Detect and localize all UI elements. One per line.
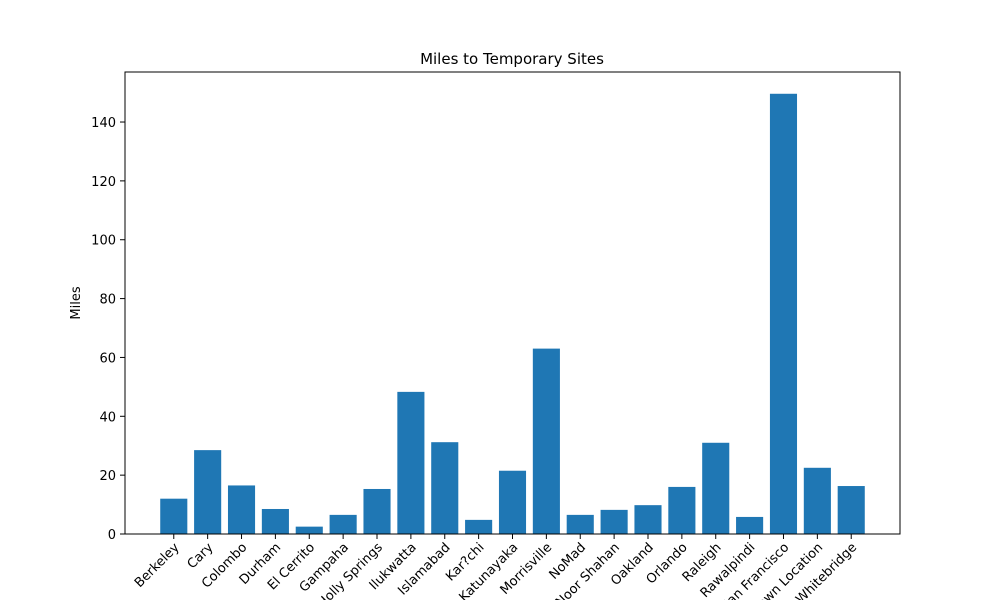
bar: [532, 348, 560, 534]
y-tick-label: 140: [91, 116, 116, 131]
bar: [261, 508, 289, 534]
y-tick-label: 40: [99, 410, 116, 425]
bar: [465, 519, 493, 534]
y-axis-label: Miles: [69, 286, 84, 319]
bar: [498, 470, 527, 534]
bar: [837, 486, 865, 534]
bar: [194, 450, 222, 534]
y-tick-label: 100: [91, 234, 116, 249]
bar: [702, 442, 730, 534]
y-tick-label: 60: [99, 351, 116, 366]
bar: [634, 505, 662, 534]
y-tick-label: 120: [91, 175, 116, 190]
bar: [160, 498, 188, 534]
bar: [736, 516, 764, 534]
bar: [431, 442, 459, 534]
y-tick-label: 20: [99, 469, 116, 484]
bar: [668, 486, 696, 534]
y-tick-label: 0: [108, 528, 116, 543]
bar: [227, 485, 256, 534]
chart-title: Miles to Temporary Sites: [420, 50, 604, 68]
bar: [363, 488, 391, 534]
plot-frame: [124, 71, 901, 535]
bar: [600, 509, 628, 534]
bar: [397, 391, 425, 534]
bar: [329, 514, 357, 534]
bar: [803, 467, 831, 534]
bar: [769, 93, 798, 535]
bar: [295, 526, 323, 534]
bar: [566, 514, 594, 534]
x-tick-label: Berkeley: [132, 540, 183, 591]
y-tick-label: 80: [99, 293, 116, 308]
